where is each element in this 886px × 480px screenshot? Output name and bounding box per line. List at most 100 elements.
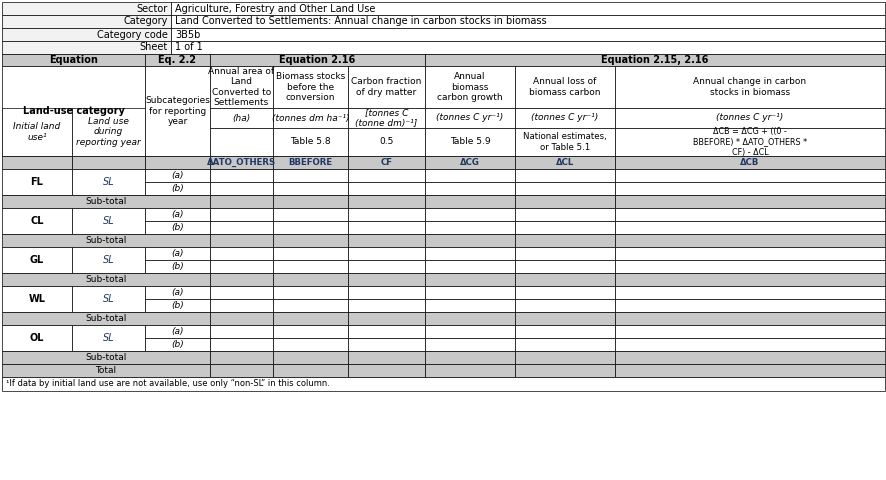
Bar bbox=[614, 169, 884, 182]
Bar bbox=[347, 208, 424, 221]
Bar bbox=[347, 338, 424, 351]
Bar bbox=[515, 182, 614, 195]
Text: (ha): (ha) bbox=[232, 113, 251, 122]
Text: SL: SL bbox=[103, 177, 114, 187]
Text: ΔCL: ΔCL bbox=[556, 158, 573, 167]
Bar bbox=[347, 312, 424, 325]
Text: (a): (a) bbox=[171, 210, 183, 219]
Bar bbox=[273, 66, 347, 108]
Bar bbox=[515, 364, 614, 377]
Bar bbox=[515, 273, 614, 286]
Text: Sector: Sector bbox=[136, 3, 167, 13]
Bar bbox=[2, 15, 171, 28]
Bar bbox=[515, 234, 614, 247]
Text: GL: GL bbox=[30, 255, 44, 265]
Text: (b): (b) bbox=[171, 223, 183, 232]
Bar bbox=[614, 234, 884, 247]
Bar bbox=[614, 364, 884, 377]
Text: Sheet: Sheet bbox=[140, 43, 167, 52]
Bar bbox=[614, 66, 884, 108]
Bar bbox=[210, 221, 273, 234]
Text: (a): (a) bbox=[171, 171, 183, 180]
Bar bbox=[424, 182, 515, 195]
Bar bbox=[144, 208, 210, 221]
Text: 3B5b: 3B5b bbox=[175, 29, 200, 39]
Text: (tonnes C yr⁻¹): (tonnes C yr⁻¹) bbox=[531, 113, 598, 122]
Bar bbox=[144, 156, 210, 169]
Bar bbox=[210, 273, 273, 286]
Text: (b): (b) bbox=[171, 301, 183, 310]
Bar bbox=[171, 2, 884, 15]
Bar bbox=[210, 325, 273, 338]
Bar bbox=[424, 299, 515, 312]
Bar bbox=[273, 182, 347, 195]
Bar bbox=[515, 299, 614, 312]
Bar bbox=[144, 54, 210, 66]
Text: SL: SL bbox=[103, 255, 114, 265]
Bar bbox=[2, 28, 171, 41]
Bar bbox=[515, 286, 614, 299]
Text: Table 5.9: Table 5.9 bbox=[449, 137, 490, 146]
Text: SL: SL bbox=[103, 216, 114, 226]
Text: (b): (b) bbox=[171, 340, 183, 349]
Bar bbox=[424, 351, 515, 364]
Text: Eq. 2.2: Eq. 2.2 bbox=[159, 55, 197, 65]
Text: Sub-total: Sub-total bbox=[85, 353, 127, 362]
Bar bbox=[347, 108, 424, 128]
Text: ¹If data by initial land use are not available, use only “non-SL” in this column: ¹If data by initial land use are not ava… bbox=[6, 380, 330, 388]
Bar bbox=[72, 208, 144, 234]
Bar bbox=[273, 312, 347, 325]
Bar bbox=[2, 156, 72, 169]
Bar bbox=[347, 299, 424, 312]
Bar bbox=[273, 364, 347, 377]
Text: Land Converted to Settlements: Annual change in carbon stocks in biomass: Land Converted to Settlements: Annual ch… bbox=[175, 16, 546, 26]
Bar bbox=[614, 273, 884, 286]
Text: Agriculture, Forestry and Other Land Use: Agriculture, Forestry and Other Land Use bbox=[175, 3, 375, 13]
Bar bbox=[347, 195, 424, 208]
Bar bbox=[2, 54, 144, 66]
Bar bbox=[614, 195, 884, 208]
Bar bbox=[515, 128, 614, 156]
Bar bbox=[2, 41, 171, 54]
Bar bbox=[515, 260, 614, 273]
Bar bbox=[210, 195, 273, 208]
Bar bbox=[424, 247, 515, 260]
Bar bbox=[347, 247, 424, 260]
Bar bbox=[2, 108, 72, 156]
Bar bbox=[614, 286, 884, 299]
Bar bbox=[144, 299, 210, 312]
Bar bbox=[347, 260, 424, 273]
Text: Carbon fraction
of dry matter: Carbon fraction of dry matter bbox=[351, 77, 421, 96]
Bar bbox=[273, 156, 347, 169]
Text: (tonnes C yr⁻¹): (tonnes C yr⁻¹) bbox=[716, 113, 782, 122]
Bar bbox=[614, 182, 884, 195]
Bar bbox=[515, 351, 614, 364]
Bar bbox=[144, 221, 210, 234]
Text: Land-use category: Land-use category bbox=[22, 106, 124, 116]
Text: (a): (a) bbox=[171, 249, 183, 258]
Bar bbox=[424, 169, 515, 182]
Bar bbox=[273, 325, 347, 338]
Text: Category: Category bbox=[123, 16, 167, 26]
Bar bbox=[210, 299, 273, 312]
Bar bbox=[273, 108, 347, 128]
Text: 1 of 1: 1 of 1 bbox=[175, 43, 203, 52]
Bar bbox=[515, 66, 614, 108]
Bar bbox=[2, 377, 884, 391]
Bar bbox=[144, 325, 210, 338]
Bar bbox=[614, 108, 884, 128]
Bar bbox=[72, 286, 144, 312]
Bar bbox=[2, 169, 72, 195]
Bar bbox=[2, 195, 210, 208]
Text: CL: CL bbox=[30, 216, 43, 226]
Bar bbox=[210, 312, 273, 325]
Bar bbox=[424, 156, 515, 169]
Bar bbox=[171, 15, 884, 28]
Bar bbox=[347, 221, 424, 234]
Text: OL: OL bbox=[30, 333, 44, 343]
Bar bbox=[614, 312, 884, 325]
Text: Initial land
use¹: Initial land use¹ bbox=[13, 122, 60, 142]
Bar bbox=[347, 325, 424, 338]
Bar bbox=[424, 364, 515, 377]
Bar bbox=[515, 208, 614, 221]
